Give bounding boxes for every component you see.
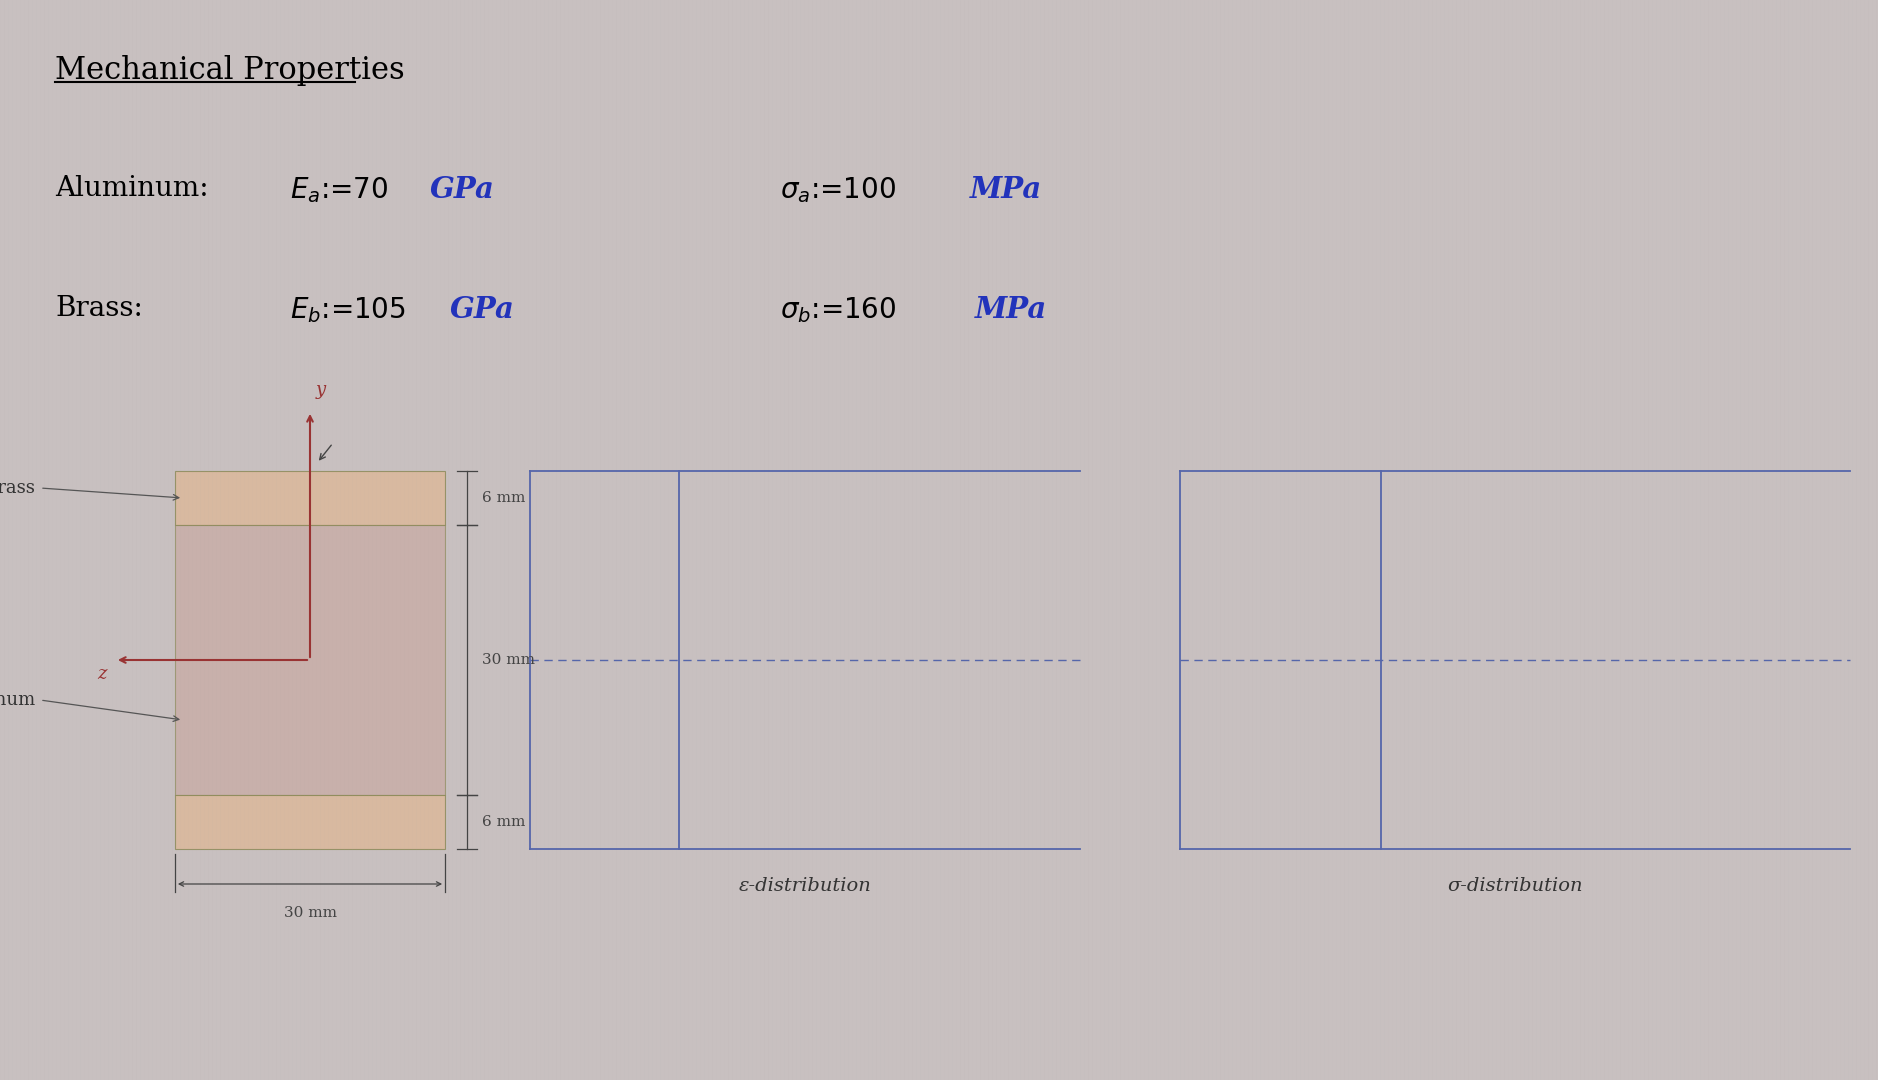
Text: $\mathit{\sigma_a}$:=100: $\mathit{\sigma_a}$:=100 [779, 175, 896, 205]
Bar [175, 471, 445, 525]
Text: y: y [316, 381, 327, 399]
Text: MPa: MPa [975, 295, 1048, 324]
Text: Brass: Brass [0, 480, 36, 497]
Text: $\mathit{\sigma_b}$:=160: $\mathit{\sigma_b}$:=160 [779, 295, 896, 325]
Text: $\mathit{E_b}$:=105: $\mathit{E_b}$:=105 [289, 295, 406, 325]
Text: GPa: GPa [451, 295, 515, 324]
Text: 30 mm: 30 mm [284, 906, 336, 920]
Bar [175, 795, 445, 849]
Text: 30 mm: 30 mm [483, 653, 535, 667]
Bar [175, 525, 445, 795]
Text: Aluminum:: Aluminum: [54, 175, 208, 202]
Text: z: z [98, 665, 107, 683]
Text: GPa: GPa [430, 175, 496, 204]
Text: $\mathit{E_a}$:=70: $\mathit{E_a}$:=70 [289, 175, 389, 205]
Text: Aluminum: Aluminum [0, 691, 36, 708]
Text: ε-distribution: ε-distribution [738, 877, 871, 895]
Text: 6 mm: 6 mm [483, 815, 526, 829]
Text: 6 mm: 6 mm [483, 491, 526, 505]
Text: σ-distribution: σ-distribution [1448, 877, 1583, 895]
Text: Mechanical Properties: Mechanical Properties [54, 55, 406, 86]
Text: MPa: MPa [971, 175, 1042, 204]
Text: Brass:: Brass: [54, 295, 143, 322]
